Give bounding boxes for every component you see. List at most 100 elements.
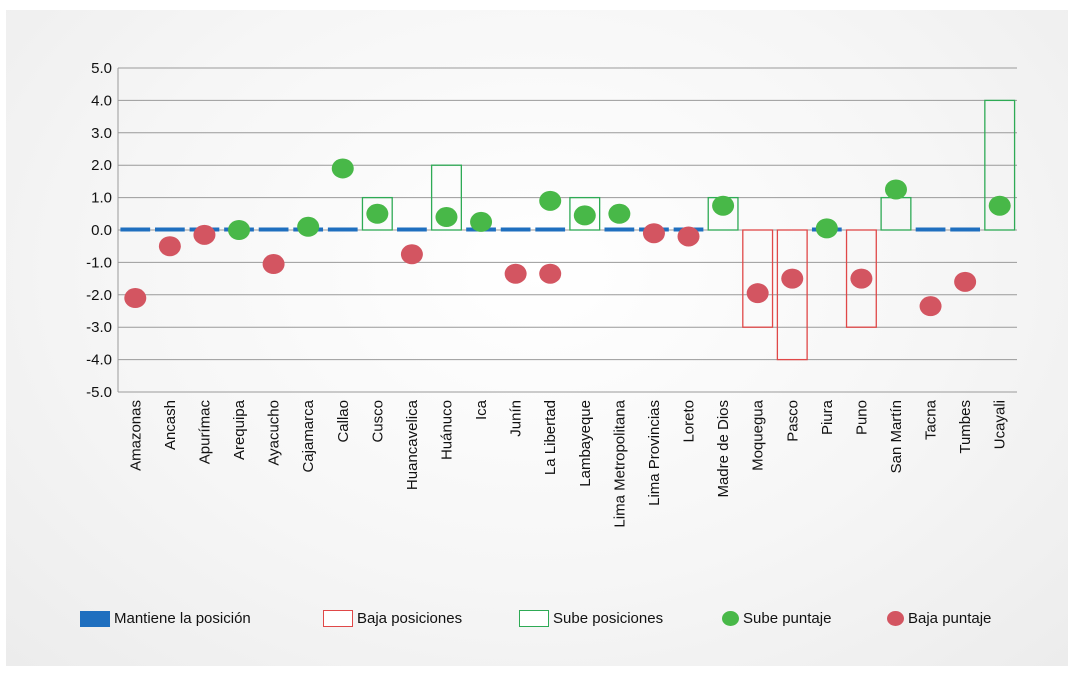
chart: 5.0 4.0 3.0 2.0 1.0 0.0 -1.0 -2.0 -3.0 -4.0 -5.0 A…: [86, 60, 1017, 528]
x-category-label: Tacna: [923, 399, 940, 440]
x-category-label: Tumbes: [957, 400, 974, 454]
y-tick-label: 1.0: [91, 190, 112, 207]
score-change-dots: [124, 158, 1011, 317]
maintain-bar: [397, 227, 427, 232]
y-tick-label: 3.0: [91, 125, 112, 142]
rise-score-dot: [712, 195, 735, 216]
x-category-label: Lima Provincias: [646, 400, 663, 506]
legend-label-rise-rank: Sube posiciones: [553, 610, 664, 627]
rise-score-dot: [539, 190, 562, 211]
rise-score-dot: [366, 203, 389, 224]
drop-score-dot: [539, 263, 562, 284]
legend-swatch-drop-rank: [323, 610, 353, 627]
y-tick-label: -3.0: [86, 319, 112, 336]
x-category-label: Pasco: [784, 400, 801, 442]
legend-label-rise-score: Sube puntaje: [743, 610, 832, 627]
x-category-label: Arequipa: [231, 399, 248, 460]
maintain-bar: [915, 227, 946, 232]
legend-swatch-maintain: [80, 610, 110, 627]
legend-item-drop-score: Baja puntaje: [887, 610, 991, 627]
rise-rank-box: [880, 196, 912, 231]
rise-score-dot: [228, 220, 251, 240]
y-tick-label: 4.0: [91, 92, 112, 109]
y-tick-label: 2.0: [91, 157, 112, 174]
legend: Mantiene la posición Baja posiciones Sub…: [0, 610, 1072, 640]
drop-score-dot: [919, 296, 942, 317]
rise-score-dot: [608, 203, 631, 224]
maintain-bar: [535, 227, 566, 232]
drop-score-dot: [850, 268, 873, 289]
legend-item-maintain: Mantiene la posición: [80, 610, 251, 627]
x-category-label: Ancash: [162, 400, 179, 450]
maintain-bar: [327, 227, 358, 232]
y-tick-label: -1.0: [86, 254, 112, 271]
x-category-label: San Martín: [888, 400, 905, 473]
x-category-label: Cusco: [369, 400, 386, 443]
drop-rank-box: [776, 229, 808, 361]
x-axis-labels: Amazonas Ancash Apurímac Arequipa Ayacucho Ca…: [127, 399, 1008, 527]
y-tick-label: -2.0: [86, 287, 112, 304]
rise-rank-box: [361, 196, 393, 231]
drop-score-dot: [954, 271, 977, 292]
legend-label-drop-score: Baja puntaje: [908, 610, 992, 627]
x-category-label: Callao: [335, 400, 352, 443]
legend-swatch-drop-score: [887, 611, 904, 626]
x-category-label: Amazonas: [127, 400, 144, 471]
x-category-label: Cajamarca: [300, 399, 317, 472]
y-axis-ticks: 5.0 4.0 3.0 2.0 1.0 0.0 -1.0 -2.0 -3.0 -4.0 -5.0: [86, 60, 112, 401]
rise-rank-box: [430, 164, 462, 231]
drop-rank-box: [742, 229, 774, 328]
x-category-label: Lambayeque: [577, 400, 594, 487]
x-category-label: Huancavelica: [404, 399, 421, 490]
drop-score-dot: [158, 236, 181, 257]
x-category-label: La Libertad: [542, 400, 559, 475]
maintain-bar: [950, 227, 981, 232]
legend-item-drop-rank: Baja posiciones: [323, 610, 462, 627]
drop-score-dot: [124, 288, 147, 309]
maintain-bar: [258, 227, 289, 232]
drop-score-dot: [781, 268, 804, 289]
drop-score-dot: [400, 244, 423, 265]
drop-score-dot: [262, 254, 285, 275]
x-category-label: Junín: [508, 400, 525, 437]
rise-score-dot: [331, 158, 354, 179]
x-category-label: Ucayali: [992, 400, 1009, 449]
legend-swatch-rise-rank: [519, 610, 549, 627]
y-tick-label: -4.0: [86, 352, 112, 369]
rise-score-dot: [988, 195, 1011, 216]
maintain-bar: [500, 227, 531, 232]
x-category-label: Loreto: [681, 400, 698, 443]
rise-score-dot: [435, 207, 458, 228]
chart-background: [6, 10, 1068, 666]
y-tick-label: 0.0: [91, 222, 112, 239]
legend-item-rise-score: Sube puntaje: [722, 610, 831, 627]
legend-label-drop-rank: Baja posiciones: [357, 610, 463, 627]
x-category-label: Ica: [473, 399, 490, 420]
drop-score-dot: [504, 263, 527, 284]
x-category-label: Apurímac: [196, 400, 213, 465]
rise-score-dot: [573, 205, 596, 226]
y-tick-label: -5.0: [86, 384, 112, 401]
legend-label-maintain: Mantiene la posición: [114, 610, 251, 627]
x-category-label: Moquegua: [750, 399, 767, 471]
rank-change-boxes: [361, 99, 1016, 361]
y-tick-label: 5.0: [91, 60, 112, 77]
drop-score-dot: [193, 224, 216, 245]
drop-score-dot: [746, 283, 769, 304]
x-category-label: Ayacucho: [266, 400, 283, 466]
x-category-label: Huánuco: [438, 400, 455, 460]
maintain-bar: [120, 227, 151, 232]
rise-score-dot: [470, 211, 493, 232]
rise-rank-box: [569, 196, 601, 231]
rise-score-dot: [297, 216, 320, 237]
legend-swatch-rise-score: [722, 611, 739, 626]
drop-score-dot: [677, 226, 700, 247]
x-category-label: Madre de Dios: [715, 400, 732, 498]
drop-score-dot: [642, 223, 665, 244]
x-category-label: Puno: [853, 400, 870, 435]
maintain-bar: [604, 227, 635, 232]
rise-score-dot: [884, 179, 907, 200]
x-category-label: Lima Metropolitana: [611, 399, 628, 527]
rise-rank-box: [984, 99, 1016, 231]
maintain-bar: [154, 227, 185, 232]
